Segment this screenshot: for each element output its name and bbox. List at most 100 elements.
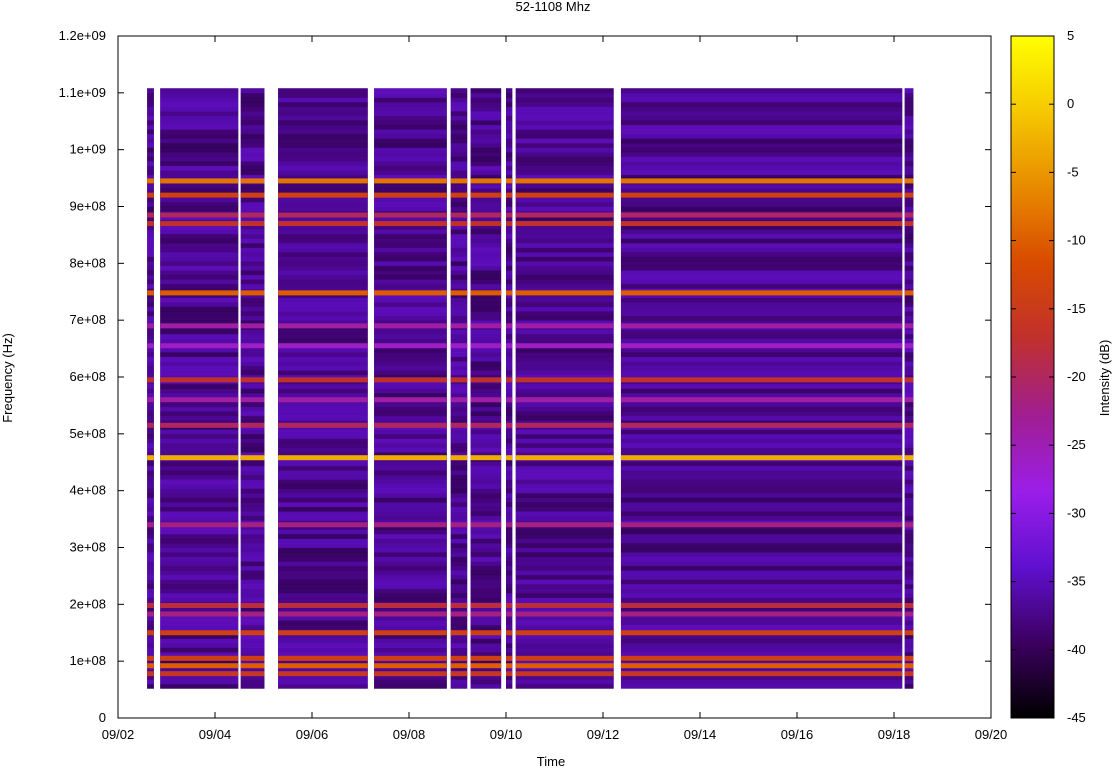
heatmap-cell xyxy=(515,333,614,339)
heatmap-cell xyxy=(160,229,239,235)
heatmap-cell xyxy=(240,256,265,262)
heatmap-cell xyxy=(374,470,447,476)
heatmap-cell xyxy=(278,406,368,412)
heatmap-cell xyxy=(904,502,914,508)
heatmap-cell xyxy=(278,224,368,230)
heatmap-cell xyxy=(240,315,265,321)
heatmap-cell xyxy=(620,365,903,371)
heatmap-cell xyxy=(515,597,614,603)
heatmap-cell xyxy=(160,165,239,171)
heatmap-cell xyxy=(515,388,614,394)
heatmap-cell xyxy=(506,615,513,621)
heatmap-cell xyxy=(515,233,614,239)
signal-band xyxy=(240,663,265,669)
heatmap-cell xyxy=(470,215,502,221)
heatmap-cell xyxy=(147,370,154,376)
heatmap-cell xyxy=(470,429,502,435)
heatmap-cell xyxy=(147,256,154,262)
heatmap-cell xyxy=(904,556,914,562)
signal-band xyxy=(506,377,513,383)
heatmap-cell xyxy=(515,574,614,580)
heatmap-cell xyxy=(620,442,903,448)
heatmap-cell xyxy=(506,633,513,639)
heatmap-cell xyxy=(374,106,447,112)
heatmap-cell xyxy=(620,674,903,680)
heatmap-cell xyxy=(374,292,447,298)
heatmap-cell xyxy=(515,488,614,494)
heatmap-cell xyxy=(450,642,468,649)
heatmap-cell xyxy=(240,183,265,189)
heatmap-cell xyxy=(278,579,368,585)
heatmap-cell xyxy=(515,156,614,162)
heatmap-cell xyxy=(240,683,265,689)
heatmap-cell xyxy=(160,92,239,98)
heatmap-cell xyxy=(904,356,914,362)
signal-band xyxy=(506,212,513,218)
heatmap-cell xyxy=(240,156,265,162)
signal-band xyxy=(374,630,447,636)
heatmap-cell xyxy=(515,97,614,103)
signal-band xyxy=(374,397,447,403)
heatmap-cell xyxy=(374,502,447,508)
heatmap-cell xyxy=(470,647,502,653)
heatmap-cell xyxy=(450,124,468,130)
heatmap-cell xyxy=(160,506,239,512)
heatmap-cell xyxy=(160,111,239,117)
heatmap-cell xyxy=(620,556,903,562)
heatmap-cell xyxy=(240,229,265,235)
heatmap-cell xyxy=(374,574,447,580)
heatmap-cell xyxy=(147,511,154,517)
heatmap-cell xyxy=(515,383,614,389)
signal-band xyxy=(240,671,265,677)
heatmap-cell xyxy=(160,97,239,103)
heatmap-cell xyxy=(450,306,468,312)
heatmap-cell xyxy=(515,406,614,412)
heatmap-cell xyxy=(240,224,265,230)
heatmap-cell xyxy=(147,402,154,408)
heatmap-cell xyxy=(147,606,154,612)
heatmap-cell xyxy=(278,570,368,576)
heatmap-cell xyxy=(450,442,468,448)
heatmap-cell xyxy=(374,306,447,312)
heatmap-cell xyxy=(904,406,914,412)
heatmap-cell xyxy=(450,511,468,517)
heatmap-cell xyxy=(470,479,502,485)
heatmap-cell xyxy=(904,256,914,262)
heatmap-cell xyxy=(470,642,502,649)
heatmap-cell xyxy=(240,270,265,276)
heatmap-cell xyxy=(470,547,502,553)
heatmap-cell xyxy=(147,429,154,435)
signal-band xyxy=(470,221,502,227)
heatmap-cell xyxy=(278,174,368,180)
heatmap-cell xyxy=(904,615,914,621)
heatmap-cell xyxy=(515,392,614,398)
heatmap-cell xyxy=(904,238,914,244)
heatmap-cell xyxy=(470,115,502,121)
heatmap-cell xyxy=(374,620,447,626)
heatmap-cell xyxy=(160,356,239,362)
heatmap-cell xyxy=(240,97,265,103)
heatmap-cell xyxy=(904,524,914,530)
heatmap-cell xyxy=(515,652,614,658)
signal-band xyxy=(160,290,239,296)
signal-band xyxy=(506,290,513,296)
heatmap-cell xyxy=(904,561,914,567)
heatmap-cell xyxy=(450,361,468,367)
heatmap-cell xyxy=(904,301,914,308)
heatmap-cell xyxy=(240,592,265,599)
signal-band xyxy=(147,212,154,218)
heatmap-cell xyxy=(374,392,447,398)
plot-area xyxy=(117,35,992,719)
signal-band xyxy=(160,422,239,428)
heatmap-cell xyxy=(160,565,239,571)
heatmap-cell xyxy=(620,511,903,517)
heatmap-cell xyxy=(240,279,265,285)
signal-band xyxy=(374,602,447,608)
heatmap-cell xyxy=(470,615,502,621)
heatmap-cell xyxy=(904,247,914,253)
heatmap-cell xyxy=(450,565,468,571)
heatmap-cell xyxy=(450,515,468,521)
heatmap-cell xyxy=(470,388,502,394)
heatmap-cell xyxy=(904,156,914,162)
heatmap-cell xyxy=(515,351,614,358)
